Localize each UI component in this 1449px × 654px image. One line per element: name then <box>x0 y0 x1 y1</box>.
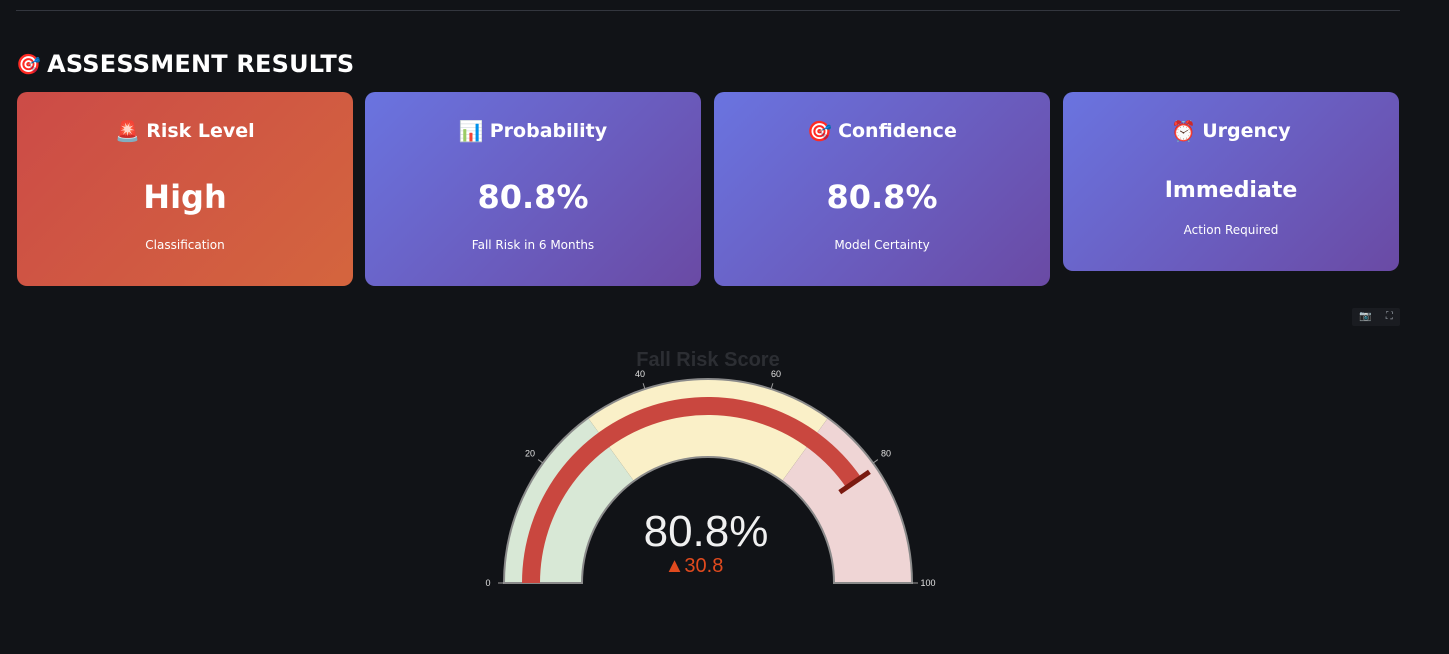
risk-level-header: 🚨 Risk Level <box>115 120 254 142</box>
dart-icon: 🎯 <box>807 119 833 143</box>
gauge-value-bar <box>522 397 862 583</box>
probability-card: 📊 Probability 80.8% Fall Risk in 6 Month… <box>365 92 701 286</box>
dart-icon: 🎯 <box>16 52 42 76</box>
risk-level-label: Risk Level <box>146 120 255 142</box>
risk-level-value: High <box>143 178 227 216</box>
gauge-svg: 0 20 40 60 80 100 Fall Risk Score 80.8% ▲30.8 <box>485 349 935 588</box>
gauge-tick-label: 80 <box>881 449 891 459</box>
gauge-band-2 <box>782 417 912 583</box>
gauge-title: Fall Risk Score <box>636 349 779 371</box>
confidence-header: 🎯 Confidence <box>807 120 957 142</box>
gauge-tick-mark <box>537 459 544 464</box>
urgency-value: Immediate <box>1164 178 1298 203</box>
section-title: 🎯 ASSESSMENT RESULTS <box>16 50 354 78</box>
gauge-value: 80.8% <box>644 507 769 556</box>
gauge-tick-mark <box>872 459 879 464</box>
gauge-outline <box>502 378 914 584</box>
gauge-tick-label: 0 <box>485 578 490 588</box>
urgency-sub: Action Required <box>1183 223 1279 237</box>
gauge-band-1 <box>588 379 828 482</box>
probability-label: Probability <box>489 120 608 142</box>
confidence-label: Confidence <box>838 120 957 142</box>
urgency-label: Urgency <box>1202 120 1291 142</box>
confidence-value: 80.8% <box>826 178 938 216</box>
gauge-tick-label: 100 <box>920 578 935 588</box>
confidence-sub: Model Certainty <box>834 238 930 252</box>
risk-level-card: 🚨 Risk Level High Classification <box>17 92 353 286</box>
urgency-card: ⏰ Urgency Immediate Action Required <box>1063 92 1399 271</box>
probability-header: 📊 Probability <box>459 120 607 142</box>
gauge-chart: 0 20 40 60 80 100 Fall Risk Score 80.8% ▲30.8 <box>480 340 950 610</box>
gauge-tick-label: 60 <box>771 369 781 379</box>
camera-icon[interactable]: 📷 <box>1359 311 1372 322</box>
siren-icon: 🚨 <box>115 119 141 143</box>
alarm-clock-icon: ⏰ <box>1171 119 1197 143</box>
probability-sub: Fall Risk in 6 Months <box>471 238 595 252</box>
probability-value: 80.8% <box>477 178 589 216</box>
gauge-tick-mark <box>642 383 646 390</box>
fullscreen-icon[interactable]: ⛶ <box>1385 311 1393 322</box>
top-divider <box>16 10 1400 11</box>
risk-level-sub: Classification <box>145 238 225 252</box>
confidence-card: 🎯 Confidence 80.8% Model Certainty <box>714 92 1050 286</box>
gauge-delta: ▲30.8 <box>665 555 724 577</box>
gauge-threshold <box>838 469 871 495</box>
chart-modebar: 📷 ⛶ <box>1352 308 1400 326</box>
gauge-tick-label: 40 <box>635 369 645 379</box>
gauge-tick-label: 20 <box>525 449 535 459</box>
bar-chart-icon: 📊 <box>458 119 484 143</box>
urgency-header: ⏰ Urgency <box>1171 120 1290 142</box>
section-title-text: ASSESSMENT RESULTS <box>47 50 355 78</box>
gauge-tick-mark <box>770 383 774 390</box>
